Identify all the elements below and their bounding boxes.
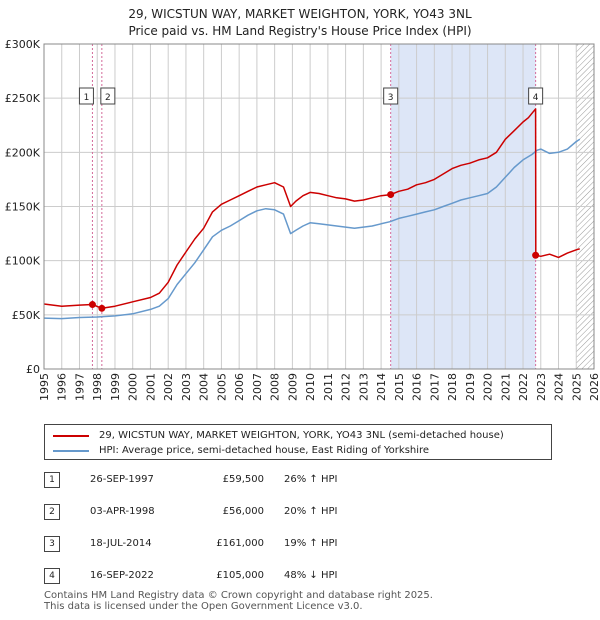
marker-box	[383, 87, 399, 105]
x-tick-label: 2017	[428, 373, 441, 401]
sale-date: 18-JUL-2014	[90, 538, 152, 549]
marker-number: 3	[388, 93, 394, 103]
sale-number-badge: 3	[44, 536, 60, 552]
sale-row: 3 18-JUL-2014 £161,000 19% ↑ HPI	[44, 536, 464, 554]
sale-row: 4 16-SEP-2022 £105,000 48% ↓ HPI	[44, 568, 464, 586]
x-tick-label: 2002	[162, 373, 175, 401]
sale-row: 1 26-SEP-1997 £59,500 26% ↑ HPI	[44, 472, 464, 490]
sale-number-badge: 2	[44, 504, 60, 520]
chart-title: 29, WICSTUN WAY, MARKET WEIGHTON, YORK, …	[0, 6, 600, 40]
price-chart: 1 2 3 4 £0 £50K £100K £150K £200K £250K £300K 1995 1…	[5, 38, 600, 401]
marker-number: 4	[533, 93, 539, 103]
y-tick-label: £50K	[12, 309, 41, 322]
legend: 29, WICSTUN WAY, MARKET WEIGHTON, YORK, …	[44, 424, 552, 460]
sale-3-point	[387, 191, 395, 199]
title-line-1: 29, WICSTUN WAY, MARKET WEIGHTON, YORK, …	[128, 7, 472, 21]
footer-attribution: Contains HM Land Registry data © Crown c…	[44, 590, 433, 612]
footer-line-2: This data is licensed under the Open Gov…	[44, 601, 363, 612]
sale-4-marker-label: 4	[528, 87, 544, 105]
sale-price: £105,000	[216, 570, 264, 581]
sale-number-badge: 4	[44, 568, 60, 584]
x-tick-label: 2019	[464, 373, 477, 401]
x-tick-label: 1998	[91, 373, 104, 401]
x-tick-label: 2006	[233, 373, 246, 401]
footer-line-1: Contains HM Land Registry data © Crown c…	[44, 590, 433, 601]
sale-3-marker-label: 3	[383, 87, 399, 105]
x-tick-label: 2001	[144, 373, 157, 401]
sale-price: £56,000	[222, 506, 264, 517]
marker-number: 1	[84, 93, 90, 103]
sale-price: £59,500	[222, 474, 264, 485]
sale-date: 03-APR-1998	[90, 506, 155, 517]
x-tick-label: 2011	[322, 373, 335, 401]
x-tick-label: 2010	[304, 373, 317, 401]
sale-date: 26-SEP-1997	[90, 474, 154, 485]
hpi-series-line	[43, 138, 581, 320]
x-tick-label: 2026	[588, 373, 600, 401]
marker-box	[78, 87, 94, 105]
x-tick-label: 2021	[499, 373, 512, 401]
x-tick-label: 2004	[198, 373, 211, 401]
legend-swatch-hpi	[53, 450, 89, 452]
sale-hpi-diff: 48% ↓ HPI	[284, 570, 338, 581]
x-tick-label: 1996	[56, 373, 69, 401]
marker-box	[528, 87, 544, 105]
x-tick-label: 1995	[38, 373, 51, 401]
sale-number-badge: 1	[44, 472, 60, 488]
x-tick-label: 2016	[411, 373, 424, 401]
y-tick-label: £0	[26, 363, 40, 376]
x-tick-label: 2024	[553, 373, 566, 401]
y-tick-label: £300K	[5, 38, 41, 51]
y-tick-label: £250K	[5, 92, 41, 105]
x-tick-label: 2020	[482, 373, 495, 401]
sale-hpi-diff: 20% ↑ HPI	[284, 506, 338, 517]
x-tick-label: 2013	[357, 373, 370, 401]
sale-1-point	[88, 301, 96, 309]
x-tick-label: 2009	[286, 373, 299, 401]
y-tick-label: £200K	[5, 146, 41, 159]
x-tick-label: 2014	[375, 373, 388, 401]
marker-number: 2	[105, 93, 111, 103]
x-tick-label: 2008	[269, 373, 282, 401]
y-tick-label: £150K	[5, 201, 41, 214]
sale-hpi-diff: 26% ↑ HPI	[284, 474, 338, 485]
sale-2-marker-label: 2	[100, 87, 116, 105]
legend-swatch-price	[53, 435, 89, 437]
sale-hpi-diff: 19% ↑ HPI	[284, 538, 338, 549]
sale-2-point	[98, 304, 106, 312]
x-tick-label: 2025	[570, 373, 583, 401]
sale-row: 2 03-APR-1998 £56,000 20% ↑ HPI	[44, 504, 464, 522]
legend-label-hpi: HPI: Average price, semi-detached house,…	[99, 445, 430, 456]
sale-price: £161,000	[216, 538, 264, 549]
title-line-2: Price paid vs. HM Land Registry's House …	[128, 24, 472, 38]
y-tick-label: £100K	[5, 255, 41, 268]
x-tick-label: 2003	[180, 373, 193, 401]
x-tick-label: 2015	[393, 373, 406, 401]
x-tick-label: 2022	[517, 373, 530, 401]
price-series-line	[43, 108, 581, 310]
x-tick-label: 1997	[73, 373, 86, 401]
marker-box	[100, 87, 116, 105]
x-tick-label: 2000	[127, 373, 140, 401]
sale-1-marker-label: 1	[78, 87, 94, 105]
x-tick-label: 2018	[446, 373, 459, 401]
sale-4-point	[532, 251, 540, 259]
x-tick-label: 1999	[109, 373, 122, 401]
sale-date: 16-SEP-2022	[90, 570, 154, 581]
x-tick-label: 2007	[251, 373, 264, 401]
plot-frame	[43, 43, 595, 370]
x-tick-label: 2012	[340, 373, 353, 401]
x-tick-label: 2023	[535, 373, 548, 401]
x-tick-label: 2005	[215, 373, 228, 401]
legend-label-price: 29, WICSTUN WAY, MARKET WEIGHTON, YORK, …	[99, 430, 504, 441]
